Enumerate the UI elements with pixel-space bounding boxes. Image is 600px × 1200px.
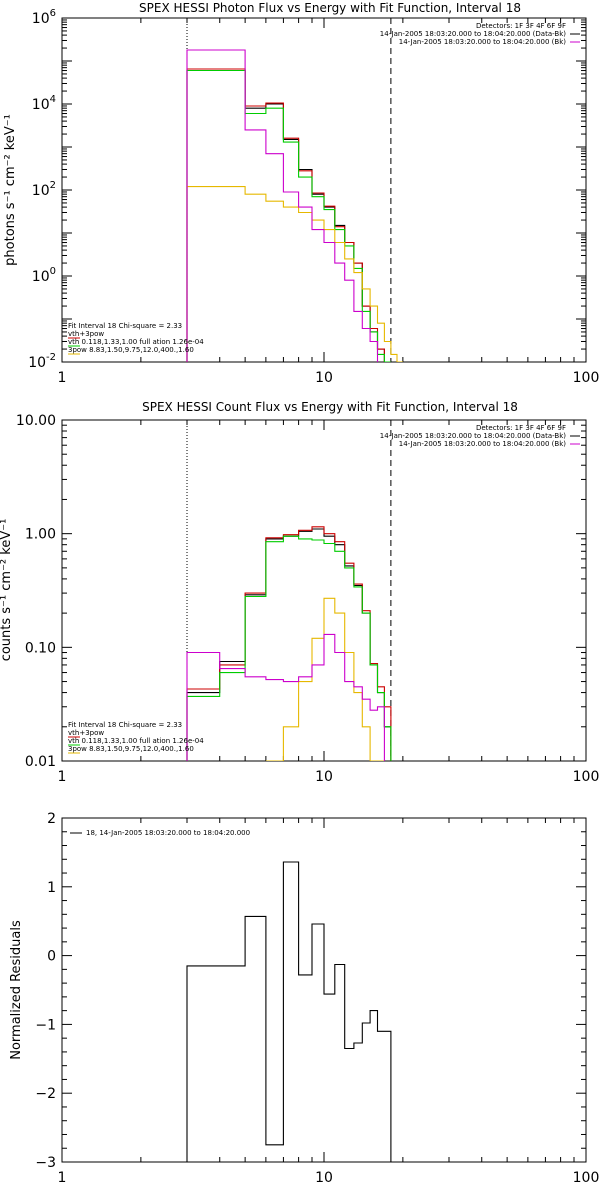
y-tick-label: 10.00 — [16, 413, 56, 429]
x-tick-label: 1 — [58, 769, 67, 785]
legend-top-entry: Detectors: 1F 3F 4F 6F 9F — [476, 424, 566, 432]
series-line-data-bk — [186, 528, 392, 761]
photon-flux-title: SPEX HESSI Photon Flux vs Energy with Fi… — [139, 1, 521, 15]
photon-flux-panel: SPEX HESSI Photon Flux vs Energy with Fi… — [3, 1, 599, 386]
x-tick-label: 100 — [573, 1170, 600, 1186]
x-tick-label: 100 — [573, 370, 600, 386]
series-line-bk — [186, 633, 385, 761]
series-line-vth-3pow — [186, 526, 392, 761]
legend-top-entry: 14-Jan-2005 18:03:20.000 to 18:04:20.000… — [399, 440, 567, 448]
series-line-18 — [186, 861, 392, 1162]
y-tick-label: 0 — [47, 949, 56, 965]
count-flux-ylabel: counts s⁻¹ cm⁻² keV⁻¹ — [0, 519, 14, 662]
plot-frame — [61, 17, 587, 363]
series-line-vth-3pow — [186, 68, 391, 362]
photon-flux-ylabel: photons s⁻¹ cm⁻² keV⁻¹ — [3, 114, 18, 266]
x-tick-label: 10 — [315, 370, 333, 386]
x-tick-label: 10 — [315, 1170, 333, 1186]
legend-top-entry: Detectors: 1F 3F 4F 6F 9F — [476, 22, 566, 30]
series-line-bk — [186, 49, 379, 362]
residuals-panel: Normalized Residuals 1 10 100 −3 −2 −1 0 1 2 18, … — [9, 811, 599, 1186]
x-tick-label: 100 — [573, 769, 600, 785]
legend-top-entry: 14-Jan-2005 18:03:20.000 to 18:04:20.000… — [380, 30, 567, 38]
legend-fit-entry: vth 0.118,1.33,1.00 full ation 1.26e-04 — [68, 338, 204, 346]
y-tick-label: 0.01 — [25, 754, 56, 770]
legend-fit-entry: vth+3pow — [68, 330, 104, 338]
legend-fit-entry: vth 0.118,1.33,1.00 full ation 1.26e-04 — [68, 737, 204, 745]
legend-fit-entry: 3pow 8.83,1.50,9.75,12.0,400.,1.60 — [68, 745, 194, 753]
y-tick-label: 0.10 — [25, 640, 56, 656]
count-flux-panel: SPEX HESSI Count Flux vs Energy with Fit… — [0, 400, 599, 785]
series-line-vth — [186, 535, 392, 761]
y-tick-label: 106 — [32, 8, 56, 27]
y-tick-label: 1.00 — [25, 527, 56, 543]
legend-top-entry: 14-Jan-2005 18:03:20.000 to 18:04:20.000… — [399, 38, 567, 46]
y-tick-label: 100 — [32, 266, 56, 285]
y-tick-label: 2 — [47, 811, 56, 827]
y-tick-label: 10-2 — [28, 352, 56, 371]
y-tick-label: 1 — [47, 880, 56, 896]
count-flux-title: SPEX HESSI Count Flux vs Energy with Fit… — [142, 400, 518, 414]
residuals-ylabel: Normalized Residuals — [9, 920, 24, 1060]
legend-fit-entry: Fit Interval 18 Chi-square = 2.33 — [68, 721, 182, 729]
plot-frame — [61, 419, 587, 762]
y-tick-label: −2 — [35, 1086, 56, 1102]
series-line-data-bk — [186, 69, 391, 362]
legend-fit-entry: vth+3pow — [68, 729, 104, 737]
y-tick-label: −3 — [35, 1155, 56, 1171]
x-tick-label: 10 — [315, 769, 333, 785]
y-tick-label: −1 — [35, 1017, 56, 1033]
x-tick-label: 1 — [58, 370, 67, 386]
series-line-3pow — [186, 186, 403, 362]
x-tick-label: 1 — [58, 1170, 67, 1186]
y-tick-label: 102 — [32, 180, 56, 199]
series-line-vth — [186, 69, 391, 362]
legend-residual-entry: 18, 14-Jan-2005 18:03:20.000 to 18:04:20… — [86, 829, 250, 837]
y-tick-label: 104 — [32, 94, 56, 113]
series-line-3pow — [265, 597, 385, 761]
legend-top-entry: 14-Jan-2005 18:03:20.000 to 18:04:20.000… — [380, 432, 567, 440]
legend-fit-entry: Fit Interval 18 Chi-square = 2.33 — [68, 322, 182, 330]
legend-fit-entry: 3pow 8.83,1.50,9.75,12.0,400.,1.60 — [68, 346, 194, 354]
